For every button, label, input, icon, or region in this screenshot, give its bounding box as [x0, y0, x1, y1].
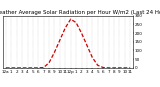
Title: Milwaukee Weather Average Solar Radiation per Hour W/m2 (Last 24 Hours): Milwaukee Weather Average Solar Radiatio… [0, 10, 160, 15]
